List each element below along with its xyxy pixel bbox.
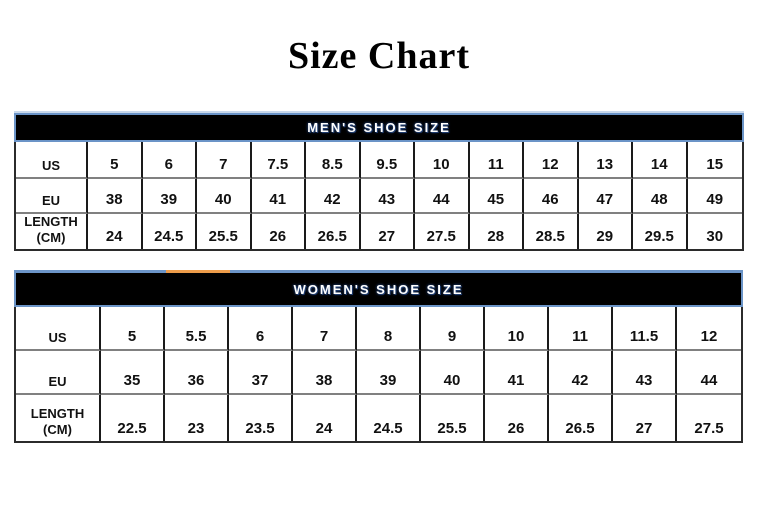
size-cell: 44 — [415, 179, 470, 214]
mens-size-table: MEN'S SHOE SIZE US 5 6 7 7.5 8.5 9.5 10 11 12 13 14… — [14, 113, 744, 251]
womens-size-table: WOMEN'S SHOE SIZE US 5 5.5 6 7 8 9 10 11 11.5 12 EU… — [14, 270, 743, 443]
size-cell: 24 — [88, 214, 143, 249]
size-cell: 40 — [421, 351, 485, 395]
size-cell: 9 — [421, 307, 485, 351]
size-cell: 38 — [88, 179, 143, 214]
size-cell: 11 — [469, 142, 524, 179]
womens-table-top-border — [14, 270, 743, 273]
mens-table-header: MEN'S SHOE SIZE — [14, 113, 744, 142]
size-cell: 26 — [485, 395, 549, 441]
size-cell: 12 — [677, 307, 741, 351]
row-label: EU — [16, 179, 88, 214]
size-cell: 35 — [101, 351, 165, 395]
size-cell: 7.5 — [251, 142, 306, 179]
size-cell: 23 — [165, 395, 229, 441]
womens-table-header: WOMEN'S SHOE SIZE — [14, 273, 743, 307]
size-cell: 25.5 — [421, 395, 485, 441]
size-cell: 46 — [524, 179, 579, 214]
size-cell: 22.5 — [101, 395, 165, 441]
size-cell: 43 — [360, 179, 415, 214]
row-label: US — [16, 307, 101, 351]
size-cell: 27.5 — [415, 214, 470, 249]
size-cell: 11 — [549, 307, 613, 351]
size-cell: 6 — [229, 307, 293, 351]
size-cell: 7 — [197, 142, 252, 179]
size-cell: 12 — [524, 142, 579, 179]
page-title: Size Chart — [287, 35, 471, 77]
row-label: US — [16, 142, 88, 179]
size-cell: 10 — [415, 142, 470, 179]
size-cell: 24.5 — [357, 395, 421, 441]
size-cell: 43 — [613, 351, 677, 395]
size-cell: 24.5 — [143, 214, 197, 249]
size-cell: 44 — [677, 351, 741, 395]
size-cell: 10 — [485, 307, 549, 351]
size-cell: 11.5 — [613, 307, 677, 351]
size-cell: 47 — [578, 179, 633, 214]
size-cell: 40 — [197, 179, 252, 214]
mens-table-title: MEN'S SHOE SIZE — [307, 120, 451, 135]
size-cell: 26 — [252, 214, 306, 249]
size-cell: 49 — [687, 179, 742, 214]
size-cell: 30 — [706, 228, 724, 245]
size-cell: 26.5 — [306, 214, 361, 249]
mens-table-grid: US 5 6 7 7.5 8.5 9.5 10 11 12 13 14 15 EU 38 39 40 41 42 43… — [14, 142, 744, 251]
size-cell: 39 — [357, 351, 421, 395]
size-cell: 48 — [633, 179, 688, 214]
size-cell: 27 — [613, 395, 677, 441]
womens-table-grid: US 5 5.5 6 7 8 9 10 11 11.5 12 EU 35 36 37 38 39 40 41 42 43… — [14, 307, 743, 443]
size-cell: 29 — [579, 214, 633, 249]
size-cell: 28.5 — [524, 214, 579, 249]
size-cell: 13 — [578, 142, 633, 179]
size-cell: 8.5 — [306, 142, 361, 179]
womens-table-title: WOMEN'S SHOE SIZE — [293, 281, 464, 297]
size-cell: 23.5 — [229, 395, 293, 441]
size-cell: 5 — [101, 307, 165, 351]
size-cell: 29.5 — [633, 214, 688, 249]
size-cell: 6 — [142, 142, 197, 179]
row-label: EU — [16, 351, 101, 395]
size-cell: 26.5 — [549, 395, 613, 441]
size-cell: 42 — [306, 179, 361, 214]
size-cell: 24 — [293, 395, 357, 441]
size-cell: 28 — [470, 214, 524, 249]
size-cell: 15 — [687, 142, 742, 179]
size-cell: 45 — [469, 179, 524, 214]
row-label: LENGTH (CM) — [16, 214, 88, 249]
size-cell: 25.5 — [197, 214, 252, 249]
size-cell: 27 — [361, 214, 415, 249]
orange-accent-line — [166, 270, 230, 273]
size-cell: 38 — [293, 351, 357, 395]
size-cell: 36 — [165, 351, 229, 395]
size-cell: 14 — [633, 142, 688, 179]
size-cell: 9.5 — [360, 142, 415, 179]
size-cell: 5 — [88, 142, 143, 179]
size-cell: 37 — [229, 351, 293, 395]
size-cell: 7 — [293, 307, 357, 351]
size-cell: 41 — [251, 179, 306, 214]
size-cell: 27.5 — [694, 420, 724, 437]
size-cell: 8 — [357, 307, 421, 351]
size-cell: 5.5 — [165, 307, 229, 351]
size-cell: 41 — [485, 351, 549, 395]
size-cell: 39 — [142, 179, 197, 214]
size-cell: 42 — [549, 351, 613, 395]
row-label: LENGTH (CM) — [16, 395, 101, 441]
